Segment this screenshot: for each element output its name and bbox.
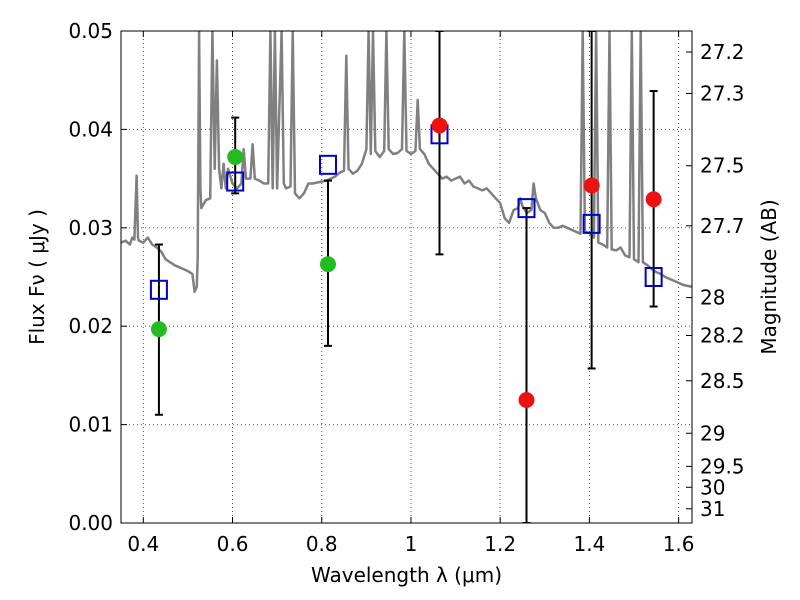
right-tick-label: 28.5 bbox=[700, 369, 745, 393]
model-square-marker bbox=[644, 267, 663, 287]
model-square-marker bbox=[517, 198, 536, 219]
axis-ticks: 0.4 0.6 0.8 1 1.2 1.4 1.6 0.00 0.01 0.02 0.03 0.04 0… bbox=[68, 19, 744, 556]
right-tick-label: 30 bbox=[700, 475, 725, 499]
right-tick-label: 27.5 bbox=[700, 154, 745, 178]
detected-point bbox=[227, 148, 244, 165]
y-tick-label: 0.03 bbox=[68, 216, 113, 240]
spectrum-series bbox=[121, 31, 692, 294]
model-square-marker bbox=[226, 171, 245, 192]
error-bars bbox=[154, 31, 658, 523]
plot-frame bbox=[120, 30, 693, 524]
x-tick-label: 1 bbox=[405, 532, 418, 556]
undetected-point bbox=[431, 117, 448, 134]
right-tick-label: 29 bbox=[700, 421, 725, 445]
x-axis-label: Wavelength λ (μm) bbox=[311, 563, 502, 587]
x-tick-label: 0.8 bbox=[306, 532, 338, 556]
right-tick-label: 28 bbox=[700, 286, 725, 310]
x-tick-label: 1.6 bbox=[663, 532, 695, 556]
right-tick-label: 27.2 bbox=[700, 40, 745, 64]
detected-point bbox=[150, 321, 167, 338]
model-square-marker bbox=[582, 213, 601, 234]
y-tick-label: 0.01 bbox=[68, 413, 113, 437]
x-tick-label: 0.4 bbox=[127, 532, 159, 556]
model-square-marker bbox=[318, 154, 337, 175]
right-axis-label: Magnitude (AB) bbox=[757, 199, 781, 354]
y-tick-label: 0.00 bbox=[68, 511, 113, 535]
right-tick-label: 27.3 bbox=[700, 81, 745, 105]
y-tick-label: 0.04 bbox=[68, 117, 113, 141]
y-tick-label: 0.02 bbox=[68, 314, 113, 338]
model-square-marker bbox=[149, 279, 168, 300]
y-axis-label: Flux Fν ( μJy ) bbox=[25, 209, 49, 345]
undetected-point bbox=[583, 177, 600, 194]
data-markers bbox=[149, 117, 663, 408]
right-tick-label: 29.5 bbox=[700, 454, 745, 478]
undetected-point bbox=[518, 392, 535, 408]
y-tick-label: 0.05 bbox=[68, 19, 113, 43]
right-tick-label: 27.7 bbox=[700, 214, 745, 238]
spectrum-line bbox=[121, 31, 692, 294]
x-tick-label: 1.2 bbox=[484, 532, 516, 556]
undetected-point bbox=[645, 191, 662, 208]
right-tick-label: 28.2 bbox=[700, 324, 745, 348]
detected-point bbox=[319, 256, 336, 273]
x-tick-label: 0.6 bbox=[217, 532, 249, 556]
x-tick-label: 1.4 bbox=[573, 532, 605, 556]
right-tick-label: 31 bbox=[700, 497, 725, 521]
